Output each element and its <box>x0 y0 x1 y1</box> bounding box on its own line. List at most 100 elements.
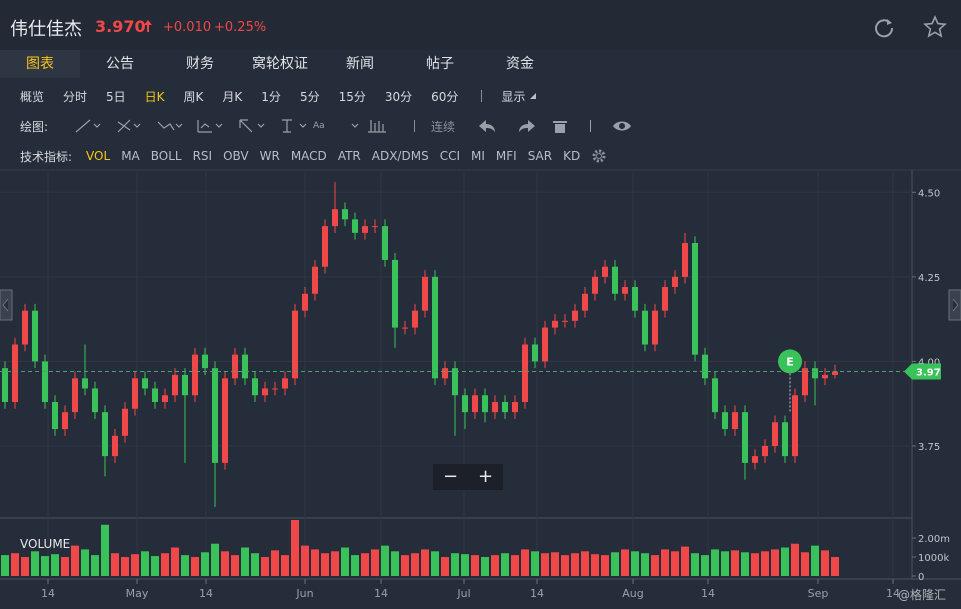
settings-icon[interactable] <box>591 148 607 164</box>
candle-body <box>622 287 628 294</box>
candle-body <box>22 310 28 345</box>
volume-bar <box>191 557 199 576</box>
star-icon[interactable] <box>923 15 947 39</box>
candle-body <box>222 378 228 463</box>
indicator[interactable]: VOL <box>86 149 111 163</box>
scroll-right[interactable] <box>948 289 961 321</box>
edit-tools[interactable] <box>477 118 647 134</box>
period-button[interactable]: 周K <box>183 89 204 104</box>
candle-body <box>692 243 698 355</box>
volume-bar <box>391 551 399 576</box>
zoom-in[interactable]: + <box>477 466 494 487</box>
period-button[interactable]: 30分 <box>384 89 413 104</box>
volume-bar <box>71 545 79 576</box>
indicator[interactable]: WR <box>259 149 280 163</box>
volume-bar <box>371 549 379 576</box>
volume-bar <box>11 553 19 576</box>
drawing-bar: 绘图: Aa 连续 <box>0 114 961 138</box>
y-tick-label: 4.25 <box>918 273 940 284</box>
candle-body <box>472 395 478 413</box>
annotation-label: E <box>786 355 794 368</box>
indicator[interactable]: MACD <box>290 149 327 163</box>
candle-body <box>112 435 118 457</box>
period-button[interactable]: 5日 <box>106 89 126 104</box>
indicator[interactable]: KD <box>563 149 581 163</box>
refresh-icon[interactable] <box>873 16 895 38</box>
volume-bar <box>771 549 779 576</box>
volume-bar <box>421 549 429 576</box>
candle-body <box>702 354 708 379</box>
period-button[interactable]: 60分 <box>431 89 459 104</box>
tab[interactable]: 公告 <box>106 56 134 72</box>
period-button[interactable]: 月K <box>222 89 243 104</box>
period-button[interactable]: 15分 <box>338 89 366 104</box>
tab[interactable]: 图表 <box>0 50 80 78</box>
volume-bar <box>451 553 459 576</box>
candle-body <box>102 412 108 457</box>
indicator[interactable]: MI <box>471 149 485 163</box>
period-button[interactable]: 5分 <box>299 89 320 104</box>
scroll-left[interactable] <box>0 289 13 321</box>
separator <box>481 90 483 102</box>
volume-bar <box>411 553 419 576</box>
candle-body <box>362 226 368 233</box>
continuous-toggle[interactable]: 连续 <box>431 119 456 134</box>
candle-body <box>802 368 808 396</box>
indicator[interactable]: BOLL <box>150 149 182 163</box>
candle-body <box>132 378 138 409</box>
candle-body <box>372 226 378 228</box>
drawing-tools[interactable] <box>74 118 404 134</box>
tab[interactable]: 资金 <box>506 56 534 72</box>
indicator[interactable]: ATR <box>337 149 361 163</box>
volume-bar <box>161 553 169 576</box>
volume-bar <box>311 549 319 576</box>
tab[interactable]: 新闻 <box>346 56 374 72</box>
candle-body <box>822 374 828 379</box>
header: 伟仕佳杰 3.970 +0.010 +0.25% <box>0 0 961 50</box>
candle-body <box>542 327 548 362</box>
zoom-out[interactable]: − <box>442 466 459 487</box>
x-tick-label: Sep <box>808 587 829 600</box>
candle-body <box>292 310 298 379</box>
candle-body <box>252 378 258 396</box>
font-tool[interactable]: Aa <box>313 121 325 131</box>
volume-bar <box>101 524 109 576</box>
period-button[interactable]: 概览 <box>20 89 45 104</box>
volume-bar <box>561 555 569 576</box>
volume-bar <box>221 551 229 576</box>
indicator[interactable]: RSI <box>192 149 213 163</box>
candle-body <box>2 368 8 402</box>
period-button[interactable]: 分时 <box>63 89 88 104</box>
candle-body <box>232 354 238 379</box>
indicator[interactable]: OBV <box>223 149 249 163</box>
volume-bar <box>401 555 409 576</box>
volume-tick-label: 1000k <box>918 553 949 564</box>
indicator[interactable]: MA <box>121 149 140 163</box>
candle-body <box>562 320 568 322</box>
volume-bar <box>151 556 159 576</box>
x-tick-label: Aug <box>622 587 643 600</box>
period-button[interactable]: 1分 <box>261 89 281 104</box>
tab[interactable]: 帖子 <box>426 56 454 72</box>
volume-bar <box>61 557 69 576</box>
volume-bar <box>261 557 269 576</box>
tab[interactable]: 窝轮权证 <box>252 56 308 72</box>
candle-body <box>442 368 448 379</box>
volume-bar <box>271 550 279 576</box>
indicator[interactable]: ADX/DMS <box>371 149 429 163</box>
candle-body <box>392 259 398 328</box>
indicator[interactable]: MFI <box>495 149 517 163</box>
dropdown-arrow <box>530 93 537 99</box>
candle-body <box>672 276 678 287</box>
candle-body <box>242 354 248 379</box>
candle-body <box>582 293 588 311</box>
tab[interactable]: 财务 <box>186 56 214 72</box>
volume-bar <box>781 547 789 576</box>
volume-bar <box>821 550 829 576</box>
indicator[interactable]: SAR <box>527 149 553 163</box>
candle-body <box>52 402 58 430</box>
indicator[interactable]: CCI <box>439 149 460 163</box>
display-menu[interactable]: 显示 <box>501 89 526 104</box>
period-button[interactable]: 日K <box>144 89 165 104</box>
volume-bar <box>501 553 509 576</box>
